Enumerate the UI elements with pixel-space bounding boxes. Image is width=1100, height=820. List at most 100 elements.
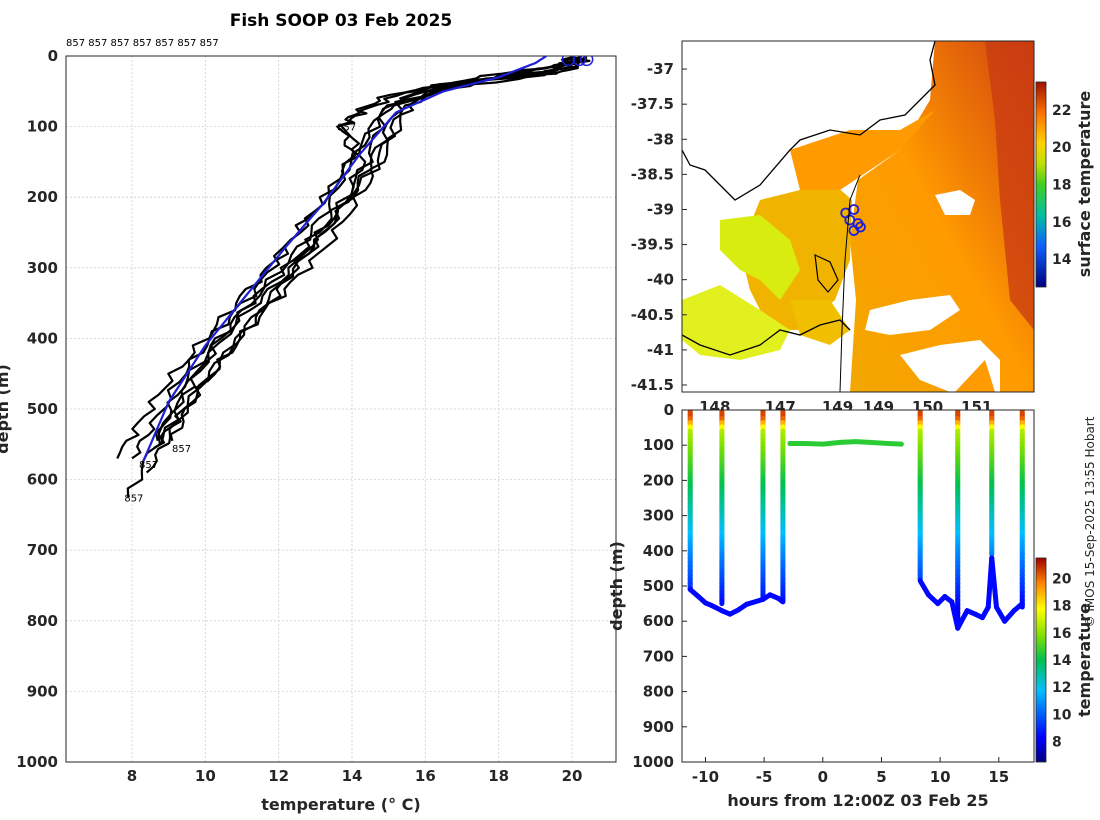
profile-y-tick-label: 600 (27, 471, 58, 489)
section-x-ticks: -10 -5 0 5 10 15 (692, 757, 1009, 786)
map-sst-bass-strait (740, 185, 852, 330)
map-colorbar-tick-label: 18 (1052, 178, 1071, 194)
map-cloud-1 (935, 190, 975, 215)
section-y-tick-label: 700 (643, 647, 674, 665)
profile-x-tick-label: 14 (342, 767, 363, 785)
map-sst-small (955, 360, 995, 392)
section-y-tick-label: 0 (664, 401, 674, 419)
map-y-ticks: -37 -37.5 -38 -38.5 -39 -39.5 -40 -40.5 -41 -41.5 (631, 60, 687, 394)
section-x-tick-label: 10 (930, 768, 951, 786)
profile-surface-marker (572, 56, 587, 67)
map-sst-patch (790, 300, 850, 345)
profile-grid (66, 56, 616, 762)
profile-y-axis-label: depth (m) (0, 364, 12, 454)
map-y-tick-label: -40.5 (631, 306, 674, 324)
map-colorbar-ticks: 14 16 18 20 22 (1052, 103, 1072, 268)
section-y-ticks: 0 100 200 300 400 500 600 700 800 900 1000 (632, 401, 687, 771)
section-x-tick-label: 5 (876, 768, 886, 786)
section-bottom-segment (949, 599, 961, 631)
profile-x-axis-label: temperature (° C) (261, 795, 420, 814)
map-island (814, 253, 839, 293)
map-track-marker (855, 221, 866, 233)
section-x-axis-label: hours from 12:00Z 03 Feb 25 (727, 791, 988, 810)
profile-line-cast-4 (160, 56, 572, 445)
section-colorbar-tick-label: 12 (1052, 680, 1071, 696)
map-y-tick-label: -37.5 (631, 95, 674, 113)
profile-x-tick-label: 10 (195, 767, 216, 785)
map-y-tick-label: -38 (647, 130, 674, 148)
section-bottom-segment (1011, 601, 1025, 614)
map-y-tick-label: -39.5 (631, 236, 674, 254)
map-coastline-tasmania (682, 319, 851, 356)
map-sst-north-band (790, 110, 935, 190)
map-colorbar-label: surface temperature (1075, 91, 1094, 278)
map-cloud-2 (865, 295, 960, 335)
profile-plot-frame (65, 55, 617, 763)
profile-y-tick-label: 900 (27, 682, 58, 700)
profile-line-cast-1 (131, 56, 587, 460)
profile-x-tick-label: 16 (415, 767, 436, 785)
section-shallow-segment (820, 439, 843, 447)
map-cast-track (840, 204, 866, 236)
section-bottom-segment (955, 608, 970, 631)
map-sst-cool-southwest (682, 285, 790, 360)
profile-y-tick-label: 700 (27, 541, 58, 559)
profile-y-tick-label: 300 (27, 259, 58, 277)
profile-y-ticks: 0 100 200 300 400 500 600 700 800 900 1000 (16, 47, 58, 771)
profile-line-cast-6 (153, 57, 587, 449)
profile-x-tick-label: 8 (127, 767, 137, 785)
profile-end-label: 857 (139, 460, 158, 471)
section-y-tick-label: 900 (643, 718, 674, 736)
profile-line-cast-2 (145, 56, 582, 474)
profile-y-tick-label: 800 (27, 612, 58, 630)
map-y-tick-label: -41 (647, 341, 674, 359)
profile-x-ticks: 8 10 12 14 16 18 20 (127, 767, 583, 785)
section-colorbar-tick-label: 20 (1052, 571, 1072, 587)
map-coastline-victoria (682, 41, 936, 201)
section-x-tick-label: -10 (692, 768, 719, 786)
chart-title: Fish SOOP 03 Feb 2025 (230, 11, 453, 31)
profile-end-labels: 857 857 857 857 (124, 123, 356, 505)
section-y-tick-label: 1000 (632, 753, 674, 771)
profile-y-tick-label: 200 (27, 188, 58, 206)
section-colorbar-label: temperature (1075, 603, 1094, 717)
section-colorbar-tick-label: 16 (1052, 626, 1071, 642)
map-y-tick-label: -41.5 (631, 376, 674, 394)
profile-end-label: 857 (337, 123, 356, 134)
sst-map (682, 41, 1034, 392)
section-x-tick-label: 0 (818, 768, 828, 786)
section-colorbar-tick-label: 8 (1052, 735, 1062, 751)
section-y-tick-label: 200 (643, 471, 674, 489)
map-sst-warm-field (840, 41, 1034, 392)
section-y-tick-label: 400 (643, 542, 674, 560)
profile-y-tick-label: 0 (48, 47, 58, 65)
section-marks (687, 410, 1025, 631)
map-colorbar-tick-label: 20 (1052, 140, 1072, 156)
profile-surface-marker (561, 56, 576, 67)
profile-y-tick-label: 500 (27, 400, 58, 418)
section-bottom-segment (989, 555, 999, 610)
map-colorbar (1035, 81, 1047, 288)
profile-mean-line (141, 56, 547, 463)
profile-line-cast-8 (169, 56, 580, 442)
map-y-tick-label: -39 (647, 200, 674, 218)
profile-top-labels: 857 857 857 857 857 857 857 (66, 38, 219, 49)
section-y-tick-label: 600 (643, 612, 674, 630)
profile-y-tick-label: 1000 (16, 753, 58, 771)
section-y-tick-label: 500 (643, 577, 674, 595)
section-shallow-segment (837, 439, 859, 445)
section-bottom-segment (775, 595, 786, 605)
section-y-tick-label: 800 (643, 683, 674, 701)
section-background (682, 410, 1034, 762)
section-colorbar-tick-label: 18 (1052, 599, 1071, 615)
profile-x-tick-label: 12 (268, 767, 289, 785)
credit-text: © IMOS 15-Sep-2025 13:55 Hobart (1083, 416, 1097, 627)
map-y-tick-label: -37 (647, 60, 674, 78)
map-colorbar-tick-label: 16 (1052, 215, 1071, 231)
section-y-tick-label: 100 (643, 436, 674, 454)
section-shallow-segment (802, 440, 826, 447)
section-y-axis-label: depth (m) (607, 541, 626, 631)
section-shallow-segment (884, 440, 904, 447)
section-colorbar (1035, 557, 1047, 763)
